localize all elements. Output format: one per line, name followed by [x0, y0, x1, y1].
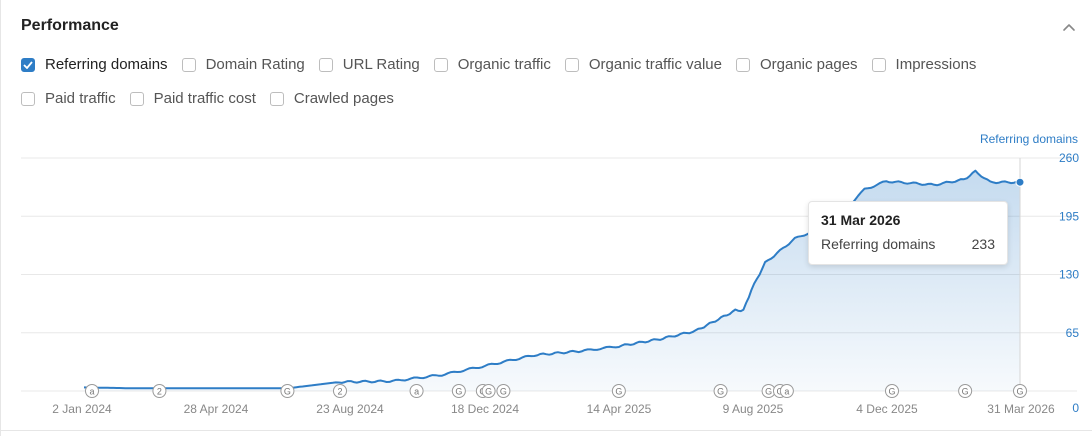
metric-label: Organic traffic — [457, 56, 551, 73]
checkbox-icon[interactable] — [871, 57, 886, 72]
event-marker — [779, 384, 794, 398]
panel-bottom-border — [1, 430, 1092, 431]
event-marker-label: G — [615, 387, 622, 397]
event-marker — [451, 384, 466, 398]
checkbox-icon[interactable] — [318, 57, 333, 72]
event-marker — [1013, 384, 1027, 398]
metric-referring-domains[interactable]: Referring domains — [21, 56, 168, 73]
y-tick-label: 65 — [1066, 326, 1080, 340]
metric-row-1: Referring domains Domain Rating URL Rati… — [21, 56, 990, 73]
metric-impressions[interactable]: Impressions — [871, 56, 977, 73]
checkbox-icon[interactable] — [21, 91, 35, 106]
metric-organic-traffic[interactable]: Organic traffic — [433, 56, 551, 73]
event-marker — [85, 384, 99, 398]
metric-label: Crawled pages — [293, 90, 394, 107]
series-area-referring-domains — [84, 170, 1020, 391]
event-marker — [409, 384, 424, 398]
x-tick-label: 31 Mar 2026 — [987, 402, 1055, 416]
collapse-chevron-icon[interactable] — [1059, 17, 1079, 37]
event-marker-label: G — [765, 387, 772, 397]
metric-label: Domain Rating — [205, 56, 305, 73]
event-marker-label: a — [784, 387, 789, 397]
panel-title: Performance — [21, 17, 119, 34]
event-marker-label: G — [485, 387, 492, 397]
event-marker-label: G — [717, 387, 724, 397]
metric-crawled-pages[interactable]: Crawled pages — [269, 90, 394, 107]
hover-point — [1015, 177, 1025, 187]
event-marker — [611, 384, 626, 398]
y-axis-title: Referring domains — [979, 132, 1078, 146]
event-marker — [958, 384, 973, 398]
event-marker-label: G — [284, 387, 291, 397]
metric-label: URL Rating — [342, 56, 420, 73]
metric-label: Referring domains — [45, 56, 168, 73]
event-marker — [713, 384, 728, 398]
event-marker-label: a — [414, 387, 419, 397]
event-marker — [152, 384, 167, 398]
metric-organic-traffic-value[interactable]: Organic traffic value — [564, 56, 722, 73]
tooltip-date: 31 Mar 2026 — [821, 212, 901, 228]
metric-organic-pages[interactable]: Organic pages — [735, 56, 858, 73]
event-marker-label: G — [1016, 387, 1023, 397]
metric-label: Organic pages — [759, 56, 858, 73]
event-marker-label: 2 — [157, 387, 162, 397]
event-marker-label: G — [962, 387, 969, 397]
checkbox-icon[interactable] — [735, 57, 750, 72]
chart-tooltip: 31 Mar 2026 Referring domains 233 — [808, 201, 1008, 265]
y-tick-label: 130 — [1059, 268, 1079, 282]
event-marker-label: 2 — [337, 387, 342, 397]
x-tick-label: 4 Dec 2025 — [856, 402, 918, 416]
event-marker-label: a — [89, 387, 94, 397]
tooltip-row: Referring domains 233 — [821, 236, 995, 252]
series-line-referring-domains — [83, 169, 1021, 390]
checkbox-icon[interactable] — [181, 57, 196, 72]
checkbox-icon[interactable] — [564, 57, 579, 72]
event-marker — [333, 384, 347, 398]
checkbox-icon[interactable] — [269, 91, 284, 106]
event-marker-label: G — [888, 387, 895, 397]
x-tick-label: 28 Apr 2024 — [184, 402, 249, 416]
checkbox-icon[interactable] — [433, 57, 448, 72]
checkbox-icon[interactable] — [129, 91, 144, 106]
x-tick-label: 2 Jan 2024 — [52, 402, 112, 416]
checkbox-checked-icon[interactable] — [21, 57, 35, 72]
event-marker-label: G — [500, 387, 507, 397]
x-tick-label: 14 Apr 2025 — [587, 402, 652, 416]
metric-label: Impressions — [895, 56, 977, 73]
metric-label: Paid traffic — [45, 90, 116, 107]
x-tick-label: 9 Aug 2025 — [723, 402, 784, 416]
metric-paid-traffic-cost[interactable]: Paid traffic cost — [129, 90, 256, 107]
metric-domain-rating[interactable]: Domain Rating — [181, 56, 305, 73]
metric-paid-traffic[interactable]: Paid traffic — [21, 90, 116, 107]
metric-label: Organic traffic value — [588, 56, 722, 73]
y-tick-label: 0 — [1072, 401, 1079, 415]
tooltip-metric-label: Referring domains — [821, 236, 936, 252]
metric-row-2: Paid traffic Paid traffic cost Crawled p… — [21, 90, 408, 107]
event-marker — [885, 384, 899, 398]
y-tick-label: 260 — [1059, 151, 1079, 165]
metric-url-rating[interactable]: URL Rating — [318, 56, 420, 73]
event-marker — [280, 384, 295, 398]
x-tick-label: 23 Aug 2024 — [316, 402, 384, 416]
metric-label: Paid traffic cost — [153, 90, 256, 107]
tooltip-metric-value: 233 — [971, 236, 995, 252]
event-marker-label: G — [455, 387, 462, 397]
x-tick-label: 18 Dec 2024 — [451, 402, 519, 416]
event-marker — [481, 384, 496, 398]
event-marker — [496, 384, 511, 398]
y-tick-label: 195 — [1059, 209, 1079, 223]
